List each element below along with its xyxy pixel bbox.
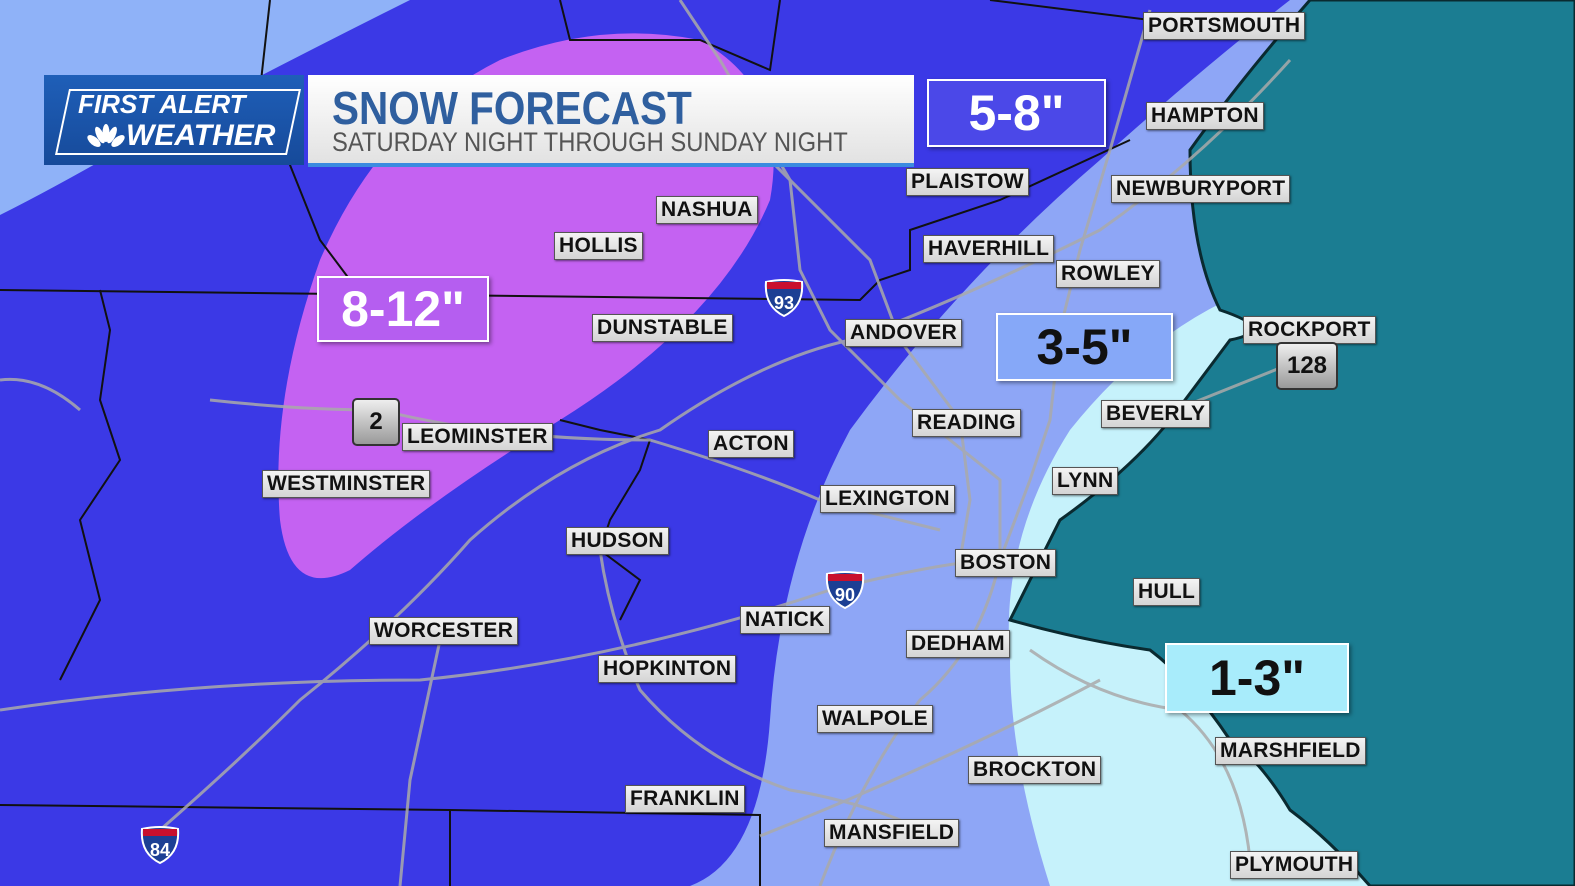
band-outer-light — [0, 0, 410, 215]
town-label: NEWBURYPORT — [1111, 175, 1291, 203]
town-label: BROCKTON — [968, 756, 1102, 784]
town-label: WESTMINSTER — [262, 470, 431, 498]
amount-label-3-5: 3-5" — [996, 313, 1173, 381]
town-label: PLYMOUTH — [1230, 851, 1359, 879]
town-label: WALPOLE — [817, 705, 933, 733]
first-alert-weather-logo: FIRST ALERT WEATHER — [44, 75, 304, 165]
town-label: HUDSON — [566, 527, 669, 555]
town-label: LEOMINSTER — [402, 423, 553, 451]
state-borders — [0, 0, 1151, 886]
amount-label-8-12: 8-12" — [317, 276, 489, 342]
town-label: ROWLEY — [1056, 260, 1160, 288]
town-label: MANSFIELD — [824, 819, 960, 847]
town-label: HOPKINTON — [598, 655, 737, 683]
interstate-84-shield-icon: 84 — [140, 826, 180, 865]
town-label: ANDOVER — [845, 319, 963, 347]
town-label: READING — [912, 409, 1021, 437]
town-label: HULL — [1133, 578, 1201, 606]
town-label: BOSTON — [955, 549, 1057, 577]
town-label: PORTSMOUTH — [1143, 12, 1306, 40]
interstate-number: 84 — [150, 840, 170, 860]
town-label: HAMPTON — [1146, 102, 1264, 130]
town-label: HOLLIS — [554, 232, 643, 260]
town-label: MARSHFIELD — [1215, 737, 1366, 765]
town-label: ROCKPORT — [1243, 316, 1376, 344]
town-label: BEVERLY — [1101, 400, 1211, 428]
amount-label-1-3: 1-3" — [1165, 643, 1349, 713]
town-label: HAVERHILL — [923, 235, 1055, 263]
town-label: NASHUA — [656, 196, 758, 224]
town-label: LYNN — [1052, 467, 1119, 495]
town-label: NATICK — [740, 606, 830, 634]
amount-label-5-8: 5-8" — [927, 79, 1106, 147]
logo-line1: FIRST ALERT — [78, 89, 246, 119]
interstate-number: 93 — [774, 293, 794, 313]
title-banner: SNOW FORECAST SATURDAY NIGHT THROUGH SUN… — [308, 75, 914, 167]
route-128-shield: 128 — [1276, 342, 1338, 390]
logo-line2: WEATHER — [126, 119, 276, 152]
town-label: DUNSTABLE — [592, 314, 733, 342]
town-label: WORCESTER — [369, 617, 519, 645]
town-label: DEDHAM — [906, 630, 1010, 658]
nbc-peacock-icon — [87, 124, 125, 147]
interstate-90-shield-icon: 90 — [825, 571, 865, 610]
town-label: LEXINGTON — [820, 485, 955, 513]
town-label: ACTON — [708, 430, 794, 458]
town-label: PLAISTOW — [906, 168, 1029, 196]
page-title: SNOW FORECAST — [332, 82, 692, 134]
route-2-shield: 2 — [352, 398, 400, 446]
town-label: FRANKLIN — [625, 785, 745, 813]
page-subtitle: SATURDAY NIGHT THROUGH SUNDAY NIGHT — [332, 127, 848, 157]
interstate-93-shield-icon: 93 — [764, 279, 804, 318]
interstate-number: 90 — [835, 585, 855, 605]
